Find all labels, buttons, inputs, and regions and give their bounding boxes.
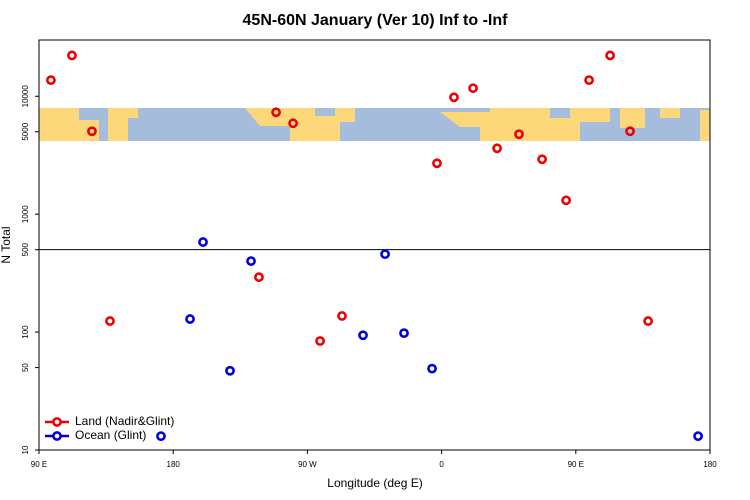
- point: [643, 316, 654, 326]
- point: [254, 272, 264, 283]
- point: [625, 126, 635, 137]
- point: [561, 195, 572, 206]
- legend-label: Land (Nadir&Glint): [75, 414, 174, 428]
- point: [185, 314, 195, 324]
- point: [358, 330, 368, 341]
- point: [315, 336, 325, 346]
- y-tick-label: 100: [21, 325, 30, 339]
- point: [87, 126, 97, 137]
- point: [693, 431, 703, 442]
- point: [380, 249, 390, 260]
- point: [492, 143, 502, 154]
- point: [225, 365, 235, 376]
- point: [246, 256, 256, 266]
- x-tick-label: 180: [167, 460, 181, 469]
- point: [399, 328, 409, 339]
- x-tick-label: 0: [439, 460, 444, 469]
- point: [537, 154, 548, 165]
- legend-label: Ocean (Glint): [75, 428, 146, 442]
- legend-marker: [52, 431, 62, 441]
- x-tick-label: 90 E: [31, 460, 47, 469]
- point: [584, 75, 594, 86]
- point: [156, 431, 166, 442]
- y-tick-label: 50: [21, 363, 30, 372]
- x-axis-label: Longitude (deg E): [327, 476, 422, 490]
- y-tick-label: 1000: [21, 205, 30, 223]
- plot-frame: [38, 39, 711, 451]
- x-tick-label: 180: [703, 460, 717, 469]
- point: [468, 83, 478, 94]
- y-tick-label: 5000: [21, 122, 30, 140]
- point: [514, 129, 524, 140]
- x-tick-label: 90 E: [568, 460, 584, 469]
- point: [337, 311, 347, 321]
- legend-marker: [52, 417, 62, 427]
- y-axis-label: N Total: [0, 226, 13, 263]
- point: [288, 118, 298, 129]
- point: [427, 363, 437, 374]
- y-tick-label: 10: [21, 445, 30, 454]
- point: [46, 75, 56, 86]
- point: [605, 50, 615, 61]
- point: [198, 237, 208, 247]
- map-band: [39, 108, 710, 141]
- point: [67, 50, 77, 61]
- y-tick-label: 10000: [21, 85, 30, 108]
- y-tick-label: 500: [21, 242, 30, 256]
- point: [432, 158, 442, 169]
- point: [105, 316, 115, 326]
- x-tick-label: 90 W: [298, 460, 317, 469]
- point: [449, 92, 459, 103]
- chart-title: 45N-60N January (Ver 10) Inf to -Inf: [243, 12, 509, 29]
- point: [271, 107, 281, 118]
